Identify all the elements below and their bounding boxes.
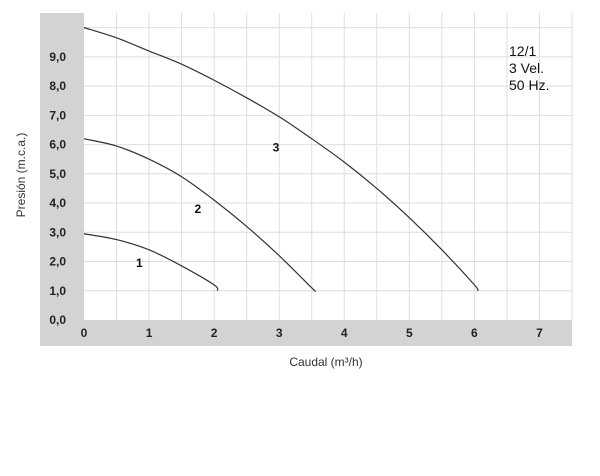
y-tick-label: 1,0 (49, 284, 66, 298)
curves (83, 27, 479, 292)
curve-labels: 1 2 3 (136, 140, 280, 269)
y-tick-label: 0,0 (49, 313, 66, 327)
y-tick-label: 8,0 (49, 79, 66, 93)
y-tick-label: 7,0 (49, 108, 66, 122)
y-tick-label: 4,0 (49, 196, 66, 210)
curve-label-3: 3 (273, 140, 280, 154)
curve-speed-3 (83, 27, 479, 292)
x-tick-label: 2 (211, 326, 218, 340)
curve-speed-2 (83, 138, 316, 292)
y-tick-label: 9,0 (49, 50, 66, 64)
curve-label-1: 1 (136, 256, 143, 270)
x-tick-labels: 0 1 2 3 4 5 6 7 (81, 326, 543, 340)
speed-label: 3 Vel. (509, 60, 544, 76)
x-axis-band (40, 320, 572, 346)
x-axis-title: Caudal (m³/h) (289, 355, 362, 369)
x-tick-label: 6 (471, 326, 478, 340)
x-tick-label: 7 (536, 326, 543, 340)
y-tick-labels: 0,0 1,0 2,0 3,0 4,0 5,0 6,0 7,0 8,0 9,0 (49, 50, 66, 327)
x-tick-label: 1 (146, 326, 153, 340)
curve-speed-1 (83, 233, 219, 292)
model-label: 12/1 (509, 43, 536, 59)
x-tick-label: 4 (341, 326, 348, 340)
y-axis-band (40, 13, 84, 346)
y-axis-title: Presión (m.c.a.) (14, 133, 28, 218)
y-tick-label: 5,0 (49, 167, 66, 181)
y-tick-label: 2,0 (49, 255, 66, 269)
y-tick-label: 3,0 (49, 225, 66, 239)
x-tick-label: 3 (276, 326, 283, 340)
plot-area (84, 13, 572, 320)
x-tick-label: 0 (81, 326, 88, 340)
y-tick-label: 6,0 (49, 138, 66, 152)
frequency-label: 50 Hz. (509, 77, 549, 93)
x-tick-label: 5 (406, 326, 413, 340)
curve-label-2: 2 (195, 202, 202, 216)
